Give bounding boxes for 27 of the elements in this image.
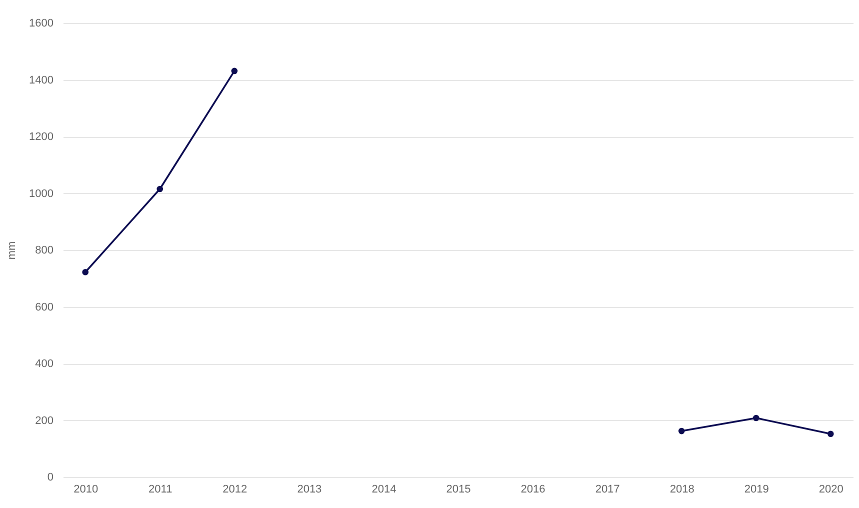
point [827, 430, 834, 438]
point [231, 68, 238, 74]
point [82, 268, 89, 276]
x-tick-label: 2018 [670, 484, 694, 496]
x-tick-label: 2010 [74, 484, 98, 496]
y-axis-title: mm [6, 241, 18, 260]
y-tick-label: 1000 [29, 188, 54, 200]
y-tick-label: 1200 [29, 131, 54, 143]
x-tick-label: 2015 [446, 484, 471, 496]
x-tick-label: 2017 [595, 484, 620, 496]
x-tick-label: 2012 [222, 484, 248, 496]
x-tick-label: 2011 [148, 484, 172, 496]
y-tick-label: 1400 [29, 74, 54, 86]
y-tick-label: 1600 [29, 18, 54, 30]
point [156, 186, 164, 192]
y-tick-label: 600 [35, 301, 54, 314]
point [752, 414, 760, 422]
y-tick-label: 400 [35, 358, 54, 370]
x-tick-label: 2013 [297, 484, 322, 496]
y-tick-label: 800 [35, 244, 54, 256]
x-tick-label: 2014 [372, 484, 396, 496]
point [678, 428, 685, 434]
x-tick-label: 2016 [520, 484, 546, 496]
y-tick-label: 0 [47, 472, 54, 484]
x-tick-label: 2019 [744, 484, 769, 496]
x-tick-label: 2020 [818, 484, 844, 496]
y-tick-label: 200 [35, 414, 54, 427]
